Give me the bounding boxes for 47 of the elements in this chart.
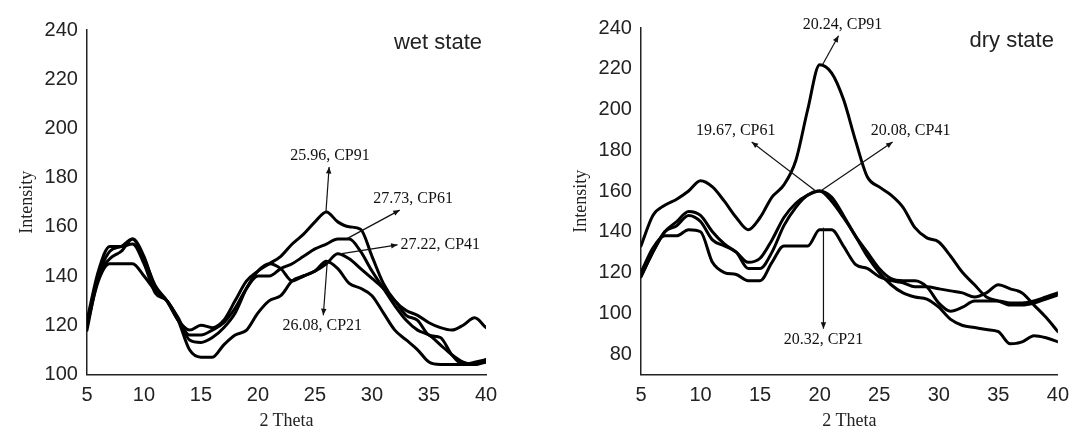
x-tick-label: 20: [808, 382, 831, 405]
x-tick-label: 15: [189, 382, 213, 405]
y-tick-label: 160: [598, 178, 632, 201]
annotation: 20.24, CP91: [802, 14, 883, 32]
y-tick-label: 120: [44, 312, 78, 335]
y-tick-label: 140: [598, 219, 632, 242]
y-tick-label: 100: [44, 361, 78, 384]
x-axis-title: 2 Theta: [259, 409, 314, 430]
chart-title: dry state: [969, 27, 1054, 53]
annotation: 25.96, CP91: [290, 146, 370, 164]
x-tick-label: 35: [417, 382, 441, 405]
x-tick-label: 20: [246, 382, 270, 405]
y-tick-label: 120: [598, 260, 632, 283]
chart-title: wet state: [392, 29, 482, 55]
annotation: 20.08, CP41: [870, 121, 951, 139]
y-tick-label: 240: [598, 15, 632, 38]
x-tick-label: 5: [635, 382, 647, 405]
annotation: 27.22, CP41: [400, 235, 481, 253]
annotation: 26.08, CP21: [282, 316, 363, 334]
y-tick-label: 180: [44, 165, 78, 188]
x-tick-label: 10: [689, 382, 712, 405]
y-tick-label: 180: [598, 137, 632, 160]
y-tick-label: 220: [598, 56, 632, 79]
x-tick-label: 25: [868, 382, 891, 405]
annotation: 27.73, CP61: [373, 189, 453, 207]
y-axis-title: Intensity: [15, 170, 36, 234]
y-axis-title: Intensity: [569, 169, 590, 233]
y-tick-label: 220: [44, 66, 78, 89]
y-tick-label: 140: [44, 263, 78, 286]
y-tick-label: 80: [609, 341, 632, 364]
x-tick-label: 35: [987, 382, 1010, 405]
y-tick-label: 200: [598, 97, 632, 120]
x-tick-label: 10: [132, 382, 156, 405]
x-tick-label: 30: [927, 382, 950, 405]
annotation: 20.32, CP21: [783, 329, 864, 347]
x-axis-title: 2 Theta: [822, 409, 877, 430]
x-tick-label: 15: [748, 382, 772, 405]
x-tick-label: 40: [1046, 382, 1069, 405]
x-tick-label: 25: [303, 382, 327, 405]
y-tick-label: 200: [44, 115, 78, 138]
y-tick-label: 100: [598, 300, 632, 323]
annotation: 19.67, CP61: [695, 121, 776, 139]
x-tick-label: 30: [360, 382, 384, 405]
x-tick-label: 5: [81, 382, 93, 405]
y-tick-label: 160: [44, 214, 78, 237]
y-tick-label: 240: [44, 17, 78, 40]
x-tick-label: 40: [474, 382, 498, 405]
